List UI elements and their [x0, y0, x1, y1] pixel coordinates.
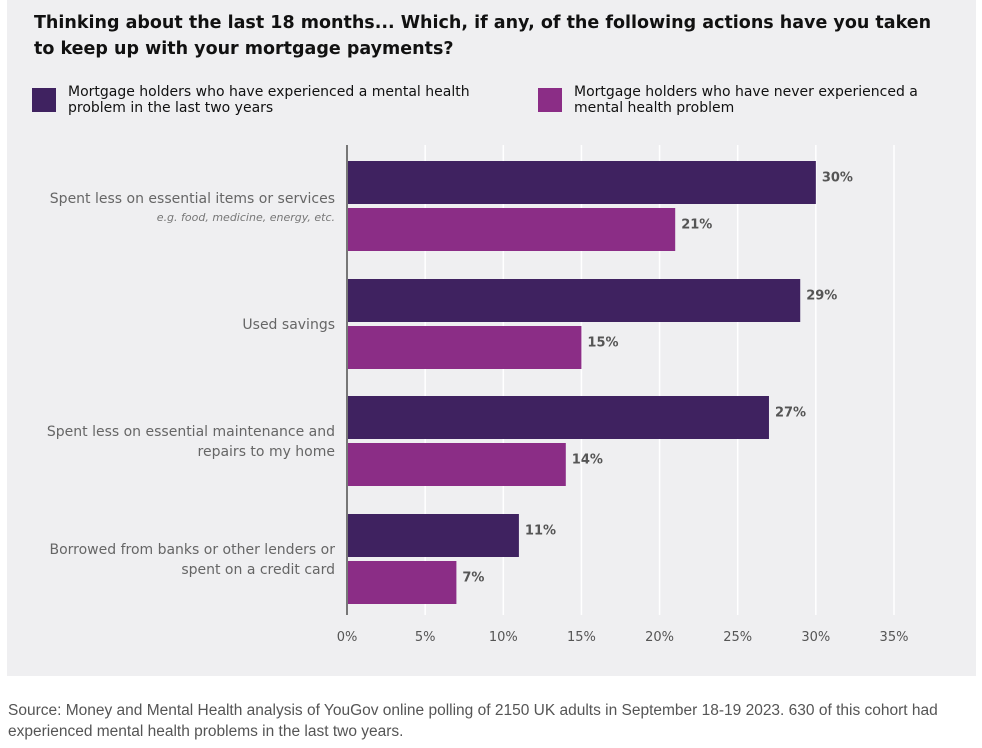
x-tick-label: 5%: [415, 630, 436, 645]
data-label: 21%: [681, 218, 712, 233]
data-label: 11%: [525, 524, 556, 539]
legend-swatch: [538, 88, 562, 112]
category-label: Used savings: [242, 317, 335, 333]
data-label: 14%: [572, 453, 603, 468]
data-label: 15%: [587, 336, 618, 351]
legend-swatch: [32, 88, 56, 112]
bar: [347, 561, 457, 604]
x-tick-label: 35%: [880, 630, 909, 645]
bar: [347, 326, 582, 369]
legend-item-mental-health: Mortgage holders who have experienced a …: [32, 84, 488, 116]
bar: [347, 161, 816, 204]
category-sublabel: e.g. food, medicine, energy, etc.: [157, 211, 335, 224]
category-label: spent on a credit card: [181, 562, 335, 578]
category-label: Borrowed from banks or other lenders or: [49, 542, 335, 558]
x-tick-label: 30%: [801, 630, 830, 645]
legend-label: Mortgage holders who have never experien…: [574, 84, 918, 116]
bar-chart: 0% 5% 10% 15% 20% 25% 30% 35% 30% 21% Spent less o…: [47, 145, 909, 645]
data-label: 30%: [822, 171, 853, 186]
category-label: Spent less on essential maintenance and: [47, 424, 335, 440]
legend-label: Mortgage holders who have experienced a …: [68, 84, 470, 116]
bar: [347, 514, 519, 557]
data-label: 29%: [806, 289, 837, 304]
x-tick-label: 25%: [723, 630, 752, 645]
x-tick-label: 15%: [567, 630, 596, 645]
x-tick-label: 20%: [645, 630, 674, 645]
x-tick-label: 0%: [337, 630, 358, 645]
bar: [347, 443, 566, 486]
data-label: 7%: [462, 571, 484, 586]
bar: [347, 208, 676, 251]
x-tick-label: 10%: [489, 630, 518, 645]
chart-title: Thinking about the last 18 months... Whi…: [34, 13, 932, 59]
source-note: Source: Money and Mental Health analysis…: [8, 702, 938, 740]
bar: [347, 279, 801, 322]
category-label: Spent less on essential items or service…: [50, 191, 335, 207]
data-label: 27%: [775, 406, 806, 421]
legend-item-no-mental-health: Mortgage holders who have never experien…: [538, 84, 924, 116]
category-label: repairs to my home: [198, 444, 335, 460]
bar: [347, 396, 769, 439]
